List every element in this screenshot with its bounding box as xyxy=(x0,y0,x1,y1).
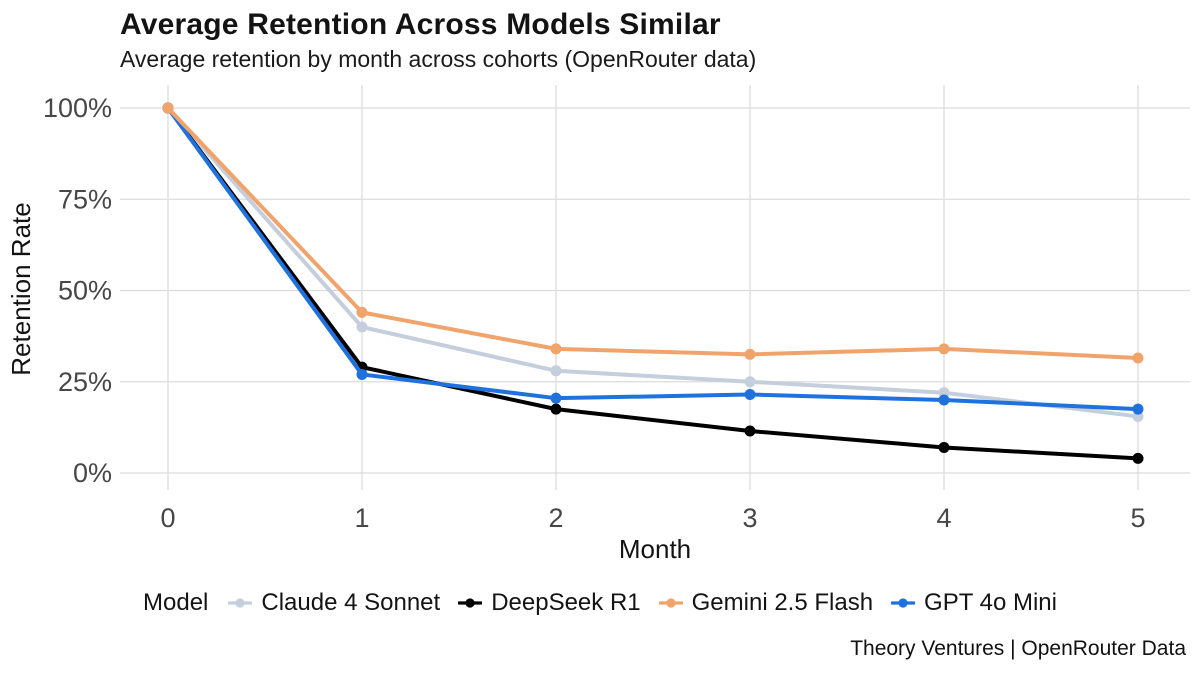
x-axis-tick-label: 3 xyxy=(742,503,757,533)
y-axis-title: Retention Rate xyxy=(6,202,36,375)
series-line-claude-4-sonnet xyxy=(166,106,1140,419)
legend-entry-gemini-2-5-flash: Gemini 2.5 Flash xyxy=(658,589,874,617)
data-point-claude-4-sonnet xyxy=(744,376,756,388)
y-axis-tick-label: 0% xyxy=(73,458,112,488)
legend-entry-gpt-4o-mini: GPT 4o Mini xyxy=(891,589,1057,617)
legend-entry-label: Claude 4 Sonnet xyxy=(261,589,441,616)
y-axis-tick-label: 25% xyxy=(58,367,112,397)
data-point-gemini-2-5-flash xyxy=(162,102,174,114)
legend-entry-claude-4-sonnet: Claude 4 Sonnet xyxy=(228,589,440,617)
data-point-gpt-4o-mini xyxy=(550,392,562,404)
legend-key-icon xyxy=(658,598,683,608)
data-point-claude-4-sonnet xyxy=(550,365,562,377)
x-axis-tick-label: 4 xyxy=(936,503,951,533)
legend-key-icon xyxy=(458,598,483,608)
data-point-gemini-2-5-flash xyxy=(744,348,756,360)
data-point-deepseek-r1 xyxy=(744,425,756,437)
x-axis-tick-label: 1 xyxy=(354,503,369,533)
chart-legend: Model Claude 4 Sonnet DeepSeek R1 Gemini 2… xyxy=(0,589,1200,617)
data-point-gpt-4o-mini xyxy=(356,368,368,380)
data-point-deepseek-r1 xyxy=(550,403,562,415)
data-point-gpt-4o-mini xyxy=(938,394,950,406)
series-line-gemini-2-5-flash xyxy=(166,106,1140,361)
legend-title: Model xyxy=(143,589,209,616)
data-point-claude-4-sonnet xyxy=(356,321,368,333)
series-line-deepseek-r1 xyxy=(166,106,1140,461)
data-point-gemini-2-5-flash xyxy=(550,343,562,355)
y-axis-tick-label: 50% xyxy=(58,276,112,306)
legend-entry-label: Gemini 2.5 Flash xyxy=(691,589,874,616)
data-point-gpt-4o-mini xyxy=(744,389,756,401)
legend-entry-label: DeepSeek R1 xyxy=(491,589,641,616)
data-point-gpt-4o-mini xyxy=(1132,403,1144,415)
legend-key-icon xyxy=(891,598,916,608)
chart-subtitle: Average retention by month across cohort… xyxy=(120,46,757,72)
chart-title: Average Retention Across Models Similar xyxy=(120,8,721,41)
series-line-gpt-4o-mini xyxy=(166,106,1140,412)
data-point-gemini-2-5-flash xyxy=(1132,352,1144,364)
legend-entry-deepseek-r1: DeepSeek R1 xyxy=(458,589,641,617)
x-axis-tick-label: 2 xyxy=(548,503,563,533)
source-caption: Theory Ventures | OpenRouter Data xyxy=(850,637,1186,660)
data-point-gemini-2-5-flash xyxy=(938,343,950,355)
y-axis-tick-label: 75% xyxy=(58,184,112,214)
data-point-deepseek-r1 xyxy=(938,441,950,453)
x-axis-tick-label: 0 xyxy=(160,503,175,533)
x-axis-title: Month xyxy=(619,534,691,564)
y-axis-tick-label: 100% xyxy=(43,93,112,123)
x-axis-tick-label: 5 xyxy=(1130,503,1145,533)
data-point-deepseek-r1 xyxy=(1132,452,1144,464)
data-point-gemini-2-5-flash xyxy=(356,306,368,318)
legend-key-icon xyxy=(228,598,253,608)
legend-entry-label: GPT 4o Mini xyxy=(924,589,1057,616)
